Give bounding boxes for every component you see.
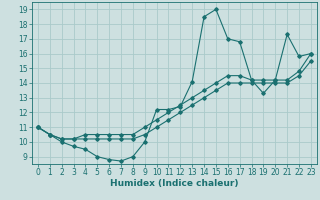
X-axis label: Humidex (Indice chaleur): Humidex (Indice chaleur) bbox=[110, 179, 239, 188]
